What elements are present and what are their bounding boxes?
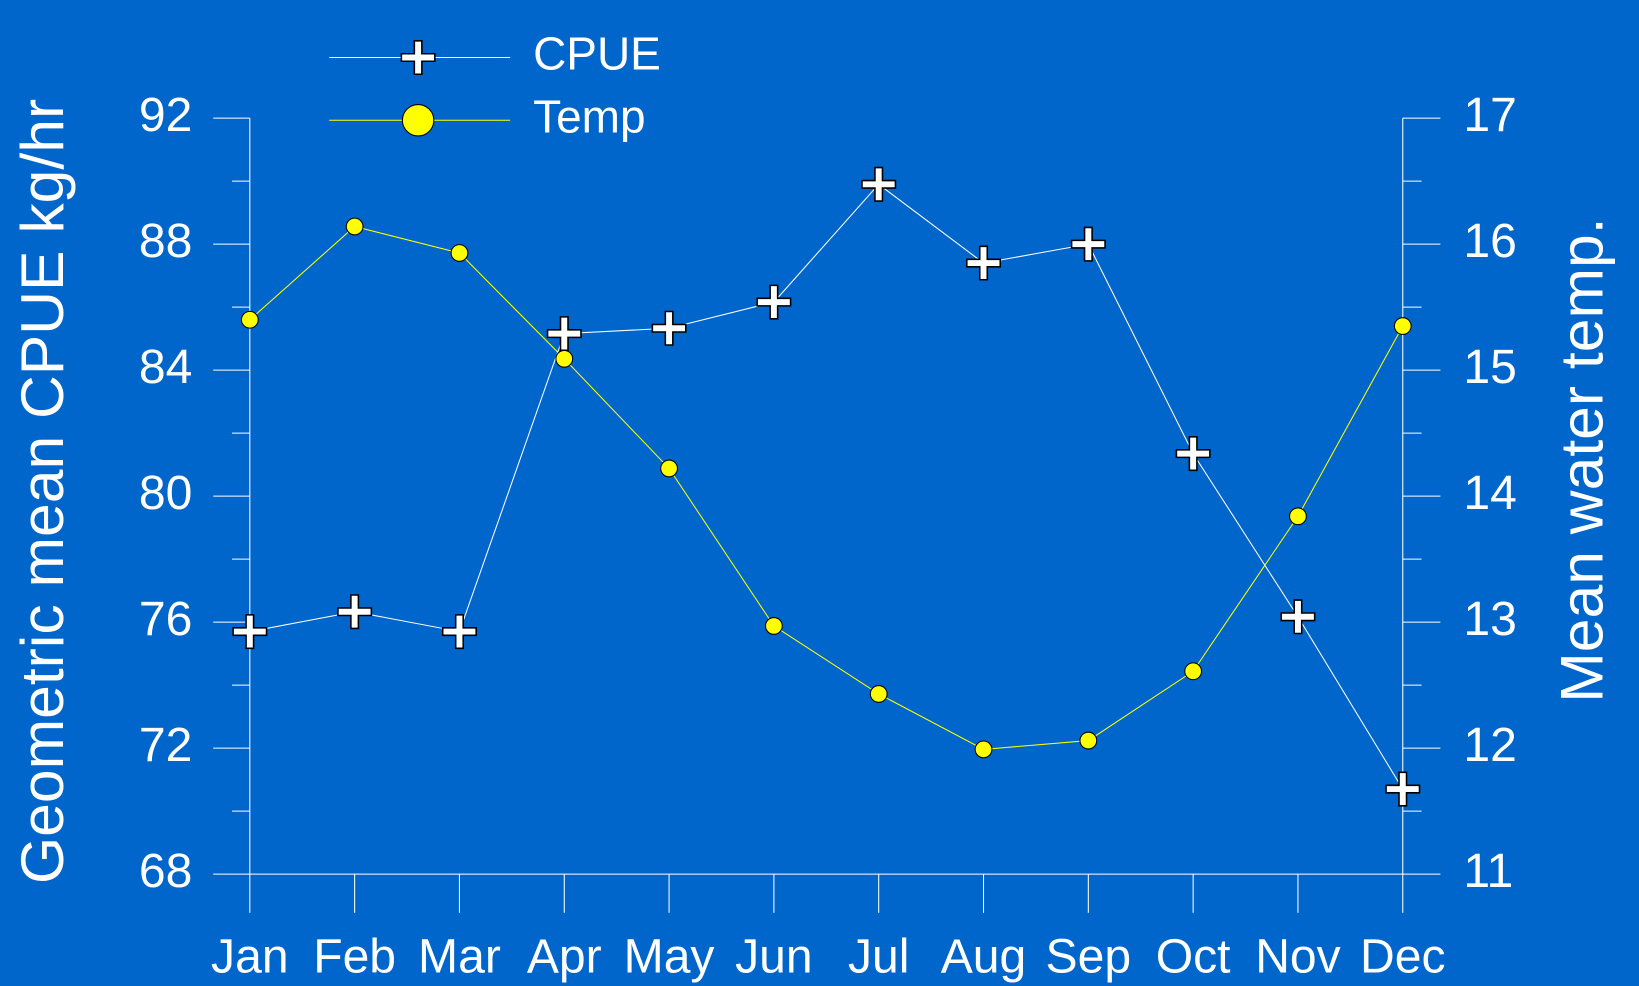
y2-tick-label: 16 — [1463, 214, 1516, 268]
series-line — [249, 225, 1404, 750]
y-tick-label: 92 — [139, 88, 192, 142]
y-tick-label: 72 — [139, 718, 192, 772]
data-point — [765, 617, 783, 635]
data-point — [1385, 771, 1421, 807]
y-tick-label: 80 — [139, 466, 192, 520]
data-point — [974, 740, 993, 759]
x-tick-label: Jun — [735, 930, 813, 984]
legend-marker — [400, 39, 436, 76]
y2-tick-label: 12 — [1463, 718, 1516, 772]
data-point — [1184, 662, 1203, 681]
data-point — [1289, 507, 1307, 526]
data-point — [1280, 599, 1316, 635]
x-tick-label: Sep — [1046, 930, 1132, 984]
y2-tick-label: 13 — [1463, 592, 1516, 646]
x-tick-label: Jan — [211, 930, 289, 984]
y-tick-label: 68 — [139, 844, 192, 898]
data-point — [1393, 317, 1412, 335]
y-tick-label: 84 — [139, 340, 192, 394]
x-tick-label: May — [624, 930, 715, 984]
data-point — [660, 459, 678, 478]
data-point — [1070, 226, 1106, 262]
legend-label: Temp — [533, 90, 645, 142]
legend-label: CPUE — [533, 28, 661, 80]
y2-tick-label: 14 — [1463, 466, 1516, 520]
y-tick-label: 88 — [139, 214, 192, 268]
y-axis-title: Geometric mean CPUE kg/hr — [8, 99, 76, 884]
data-point — [756, 284, 792, 320]
data-point — [450, 244, 469, 262]
data-point — [345, 217, 364, 236]
legend-marker — [401, 104, 435, 137]
data-point — [240, 310, 259, 329]
y2-axis-title: Mean water temp. — [1548, 217, 1616, 702]
data-point — [1175, 436, 1211, 472]
data-point — [861, 166, 897, 202]
data-point — [1079, 731, 1098, 750]
x-tick-label: Mar — [418, 930, 501, 984]
y2-tick-label: 11 — [1463, 844, 1513, 898]
x-tick-label: Aug — [941, 930, 1027, 984]
x-tick-label: Feb — [313, 930, 396, 984]
y2-tick-label: 15 — [1463, 340, 1516, 394]
x-tick-label: Oct — [1156, 930, 1231, 984]
data-point — [546, 316, 582, 352]
data-point — [441, 614, 477, 650]
x-tick-label: Jul — [848, 930, 909, 984]
y-tick-label: 76 — [139, 592, 192, 646]
data-point — [555, 349, 574, 368]
x-tick-label: Apr — [527, 930, 602, 984]
data-point — [232, 614, 268, 650]
data-point — [869, 685, 888, 703]
data-point — [966, 245, 1002, 281]
data-point — [651, 310, 687, 346]
x-tick-label: Nov — [1255, 930, 1340, 984]
y2-tick-label: 17 — [1463, 88, 1516, 142]
data-point — [337, 594, 373, 630]
x-tick-label: Dec — [1360, 930, 1445, 984]
